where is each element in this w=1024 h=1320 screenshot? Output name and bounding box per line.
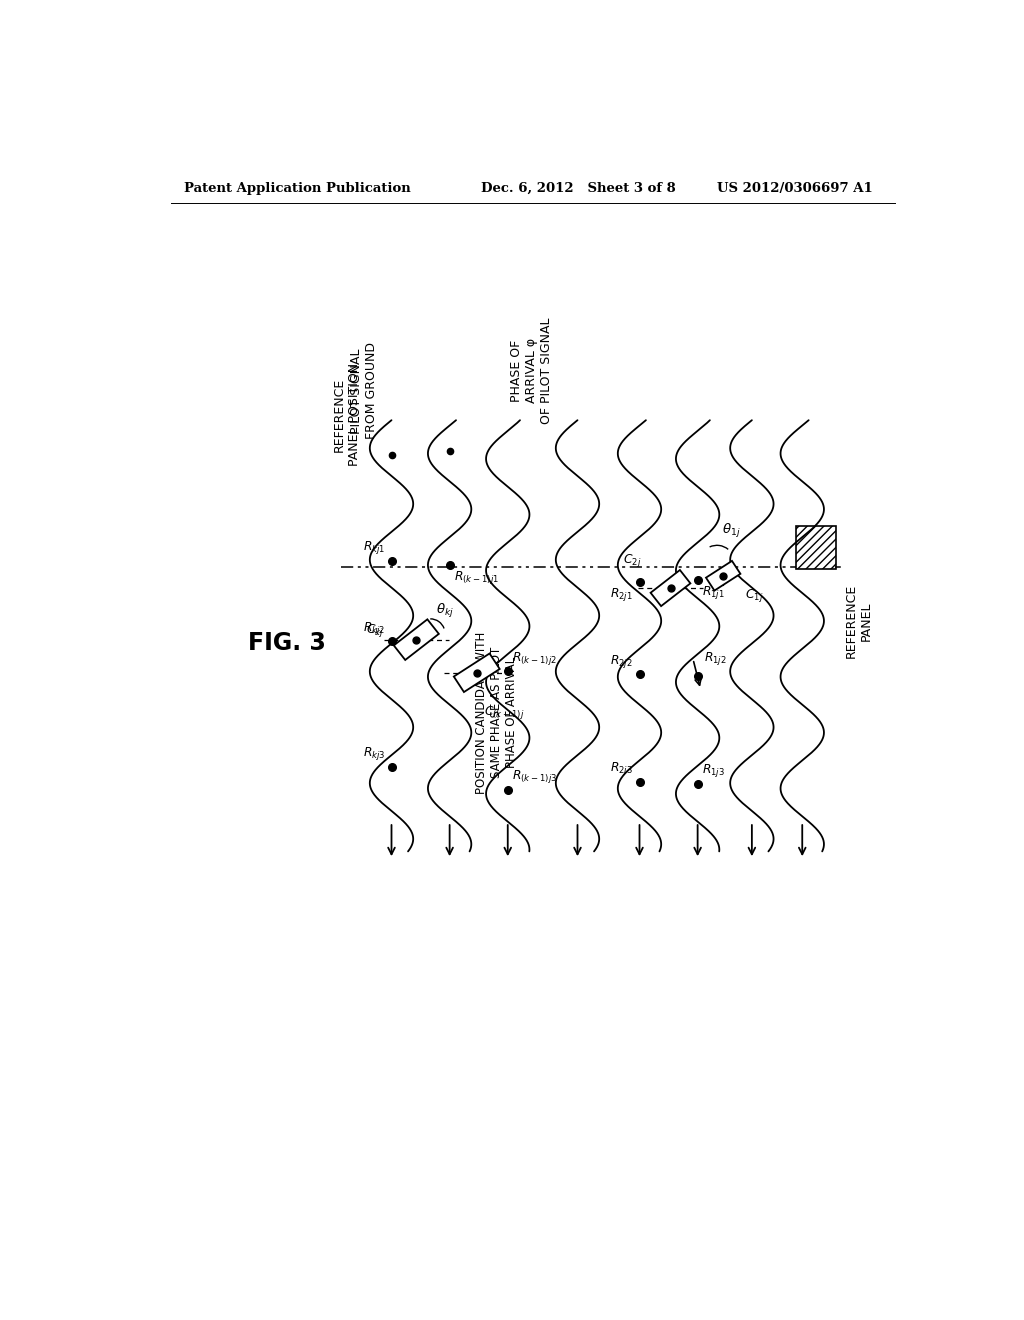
Text: Dec. 6, 2012   Sheet 3 of 8: Dec. 6, 2012 Sheet 3 of 8 xyxy=(480,182,676,194)
Bar xyxy=(796,527,837,569)
Text: FIG. 3: FIG. 3 xyxy=(248,631,326,656)
Text: $R_{kj1}$: $R_{kj1}$ xyxy=(362,540,385,557)
Text: $R_{2j2}$: $R_{2j2}$ xyxy=(610,652,633,669)
Text: $R_{1j1}$: $R_{1j1}$ xyxy=(701,585,724,601)
Text: $R_{kj3}$: $R_{kj3}$ xyxy=(362,744,385,762)
Text: $C_{kj}$: $C_{kj}$ xyxy=(366,622,384,639)
Text: POSITION CANDIDATE WITH
SAME PHASE AS PILOT
PHASE OF ARRIVAL: POSITION CANDIDATE WITH SAME PHASE AS PI… xyxy=(475,631,517,793)
Text: PHASE OF
ARRIVAL φ
OF PILOT SIGNAL: PHASE OF ARRIVAL φ OF PILOT SIGNAL xyxy=(510,318,553,424)
Polygon shape xyxy=(706,561,740,590)
Text: PILOT SIGNAL
FROM GROUND: PILOT SIGNAL FROM GROUND xyxy=(350,342,379,440)
Text: $R_{1j3}$: $R_{1j3}$ xyxy=(701,762,725,779)
Text: REFERENCE
PANEL: REFERENCE PANEL xyxy=(845,583,872,659)
Polygon shape xyxy=(394,619,439,660)
Text: $C_{1j}$: $C_{1j}$ xyxy=(744,587,763,605)
Text: $R_{(k-1)j1}$: $R_{(k-1)j1}$ xyxy=(454,569,499,586)
Text: $C_{2j}$: $C_{2j}$ xyxy=(623,552,641,569)
Text: $R_{2j1}$: $R_{2j1}$ xyxy=(610,586,633,603)
Text: $R_{(k-1)j3}$: $R_{(k-1)j3}$ xyxy=(512,768,557,785)
Polygon shape xyxy=(650,570,690,606)
Text: $R_{1j2}$: $R_{1j2}$ xyxy=(703,649,727,667)
Text: $\theta_{1j}$: $\theta_{1j}$ xyxy=(722,521,740,540)
Text: $\theta_{kj}$: $\theta_{kj}$ xyxy=(435,602,454,619)
Text: REFERENCE
PANEL POSITION: REFERENCE PANEL POSITION xyxy=(333,363,360,466)
Text: $C_{(k-1)j}$: $C_{(k-1)j}$ xyxy=(484,704,525,721)
Text: US 2012/0306697 A1: US 2012/0306697 A1 xyxy=(717,182,872,194)
Text: $R_{(k-1)j2}$: $R_{(k-1)j2}$ xyxy=(512,649,557,667)
Text: $R_{2j3}$: $R_{2j3}$ xyxy=(610,760,633,777)
Text: Patent Application Publication: Patent Application Publication xyxy=(183,182,411,194)
Text: $R_{kj2}$: $R_{kj2}$ xyxy=(362,619,385,636)
Polygon shape xyxy=(454,653,500,692)
